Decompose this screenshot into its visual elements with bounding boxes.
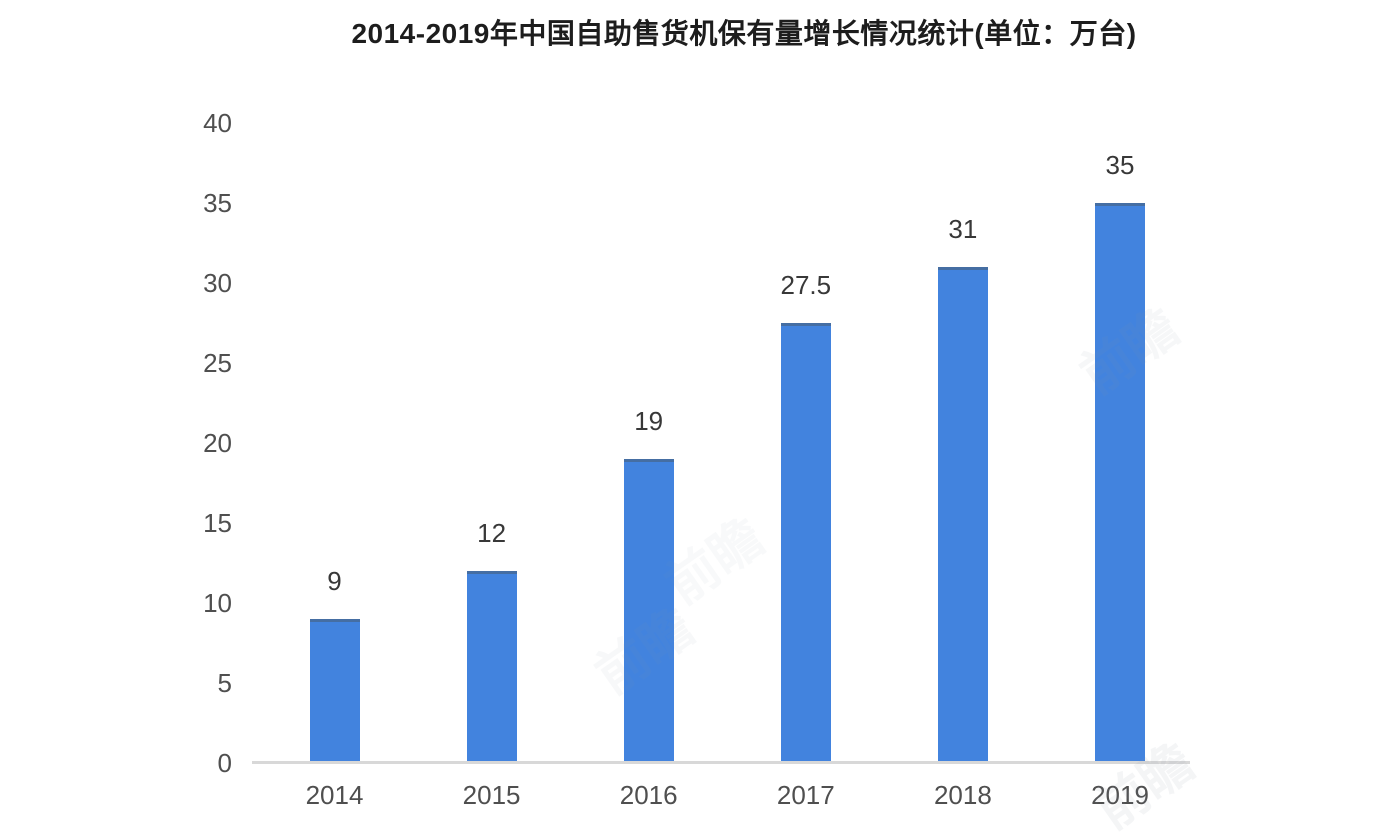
x-axis-line <box>252 761 1190 764</box>
value-label-2018: 31 <box>948 214 978 244</box>
chart-title: 2014-2019年中国自助售货机保有量增长情况统计(单位：万台) <box>351 18 1137 49</box>
value-label-2015: 12 <box>477 518 507 548</box>
y-axis-tick-5: 5 <box>217 668 232 698</box>
y-axis-tick-0: 0 <box>217 748 232 778</box>
bar-2017 <box>780 323 831 761</box>
value-label-2019: 35 <box>1105 150 1135 180</box>
y-axis-tick-35: 35 <box>203 188 232 218</box>
x-axis-label-2014: 2014 <box>305 780 364 810</box>
x-axis-label-2019: 2019 <box>1091 780 1149 810</box>
value-label-2017: 27.5 <box>780 270 832 300</box>
y-axis-tick-40: 40 <box>203 108 232 138</box>
y-axis-tick-25: 25 <box>203 348 232 378</box>
value-label-2016: 19 <box>634 406 664 436</box>
bar-2016 <box>623 459 674 761</box>
y-axis-tick-20: 20 <box>203 428 232 458</box>
bar-2015 <box>466 571 517 761</box>
value-label-2014: 9 <box>327 566 342 596</box>
bar-2018 <box>937 267 988 761</box>
y-axis-tick-15: 15 <box>203 508 232 538</box>
x-axis-label-2018: 2018 <box>933 780 992 810</box>
bar-2019 <box>1095 203 1145 761</box>
y-axis-tick-30: 30 <box>203 268 232 298</box>
x-axis-label-2016: 2016 <box>619 780 678 810</box>
bar-2014 <box>309 619 360 761</box>
x-axis-label-2017: 2017 <box>776 780 835 810</box>
y-axis-tick-10: 10 <box>203 588 232 618</box>
x-axis-label-2015: 2015 <box>462 780 521 810</box>
